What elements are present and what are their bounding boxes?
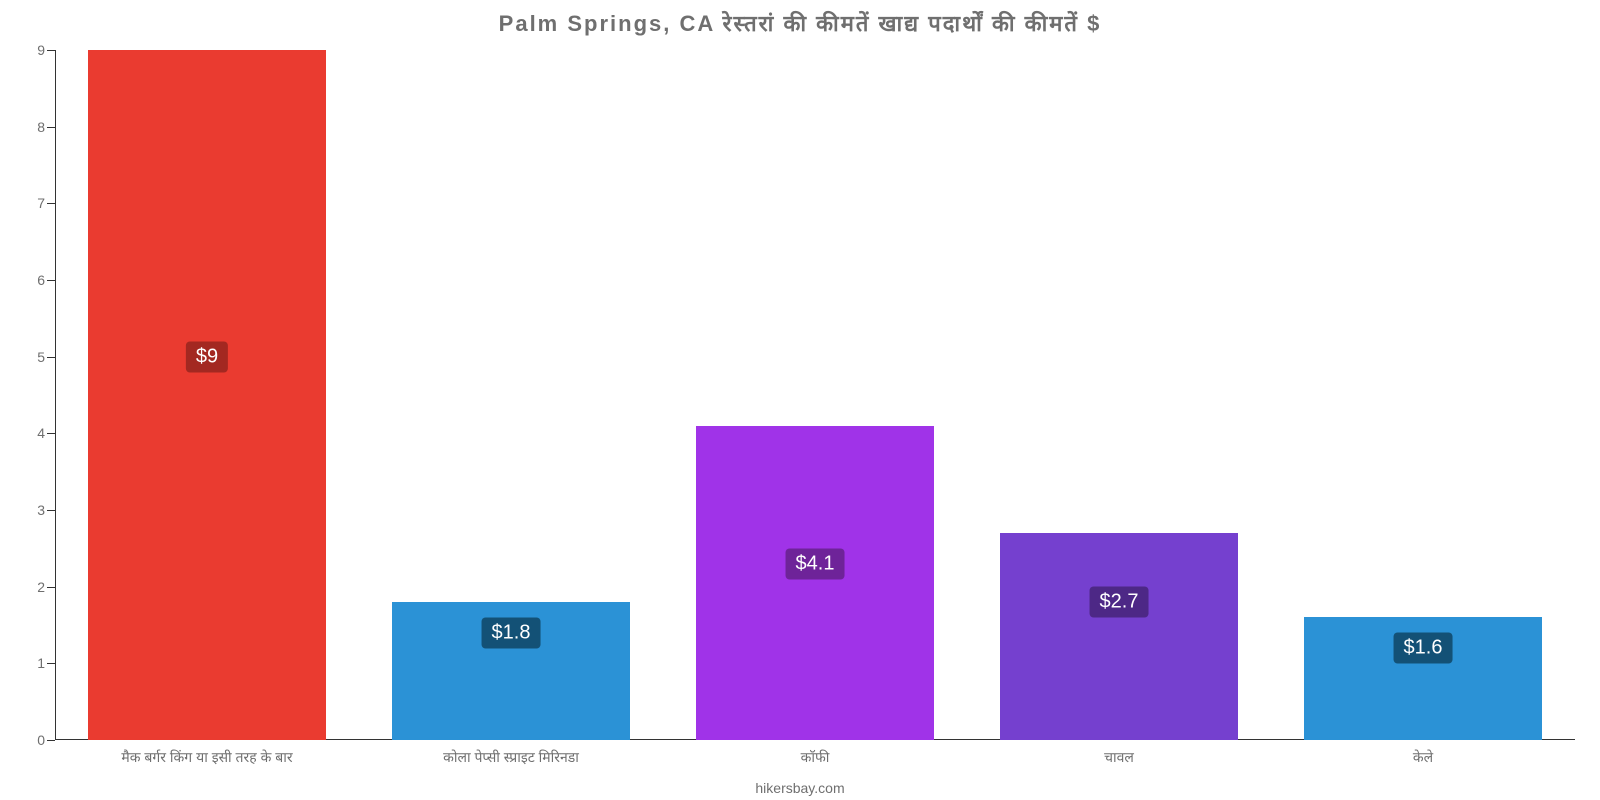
y-tick (47, 127, 55, 128)
bar-value-label: $2.7 (1090, 587, 1149, 618)
y-tick (47, 510, 55, 511)
y-tick-label: 4 (15, 425, 45, 441)
y-tick-label: 1 (15, 655, 45, 671)
category-label: कॉफी (801, 748, 830, 767)
category-label: चावल (1104, 748, 1134, 767)
y-tick (47, 663, 55, 664)
y-tick-label: 2 (15, 579, 45, 595)
y-tick-label: 8 (15, 119, 45, 135)
y-tick (47, 203, 55, 204)
bar (1000, 533, 1237, 740)
bar-value-label: $9 (186, 341, 228, 372)
y-tick (47, 433, 55, 434)
bar-value-label: $1.8 (482, 617, 541, 648)
y-tick (47, 357, 55, 358)
category-label: कोला पेप्सी स्प्राइट मिरिनडा (443, 748, 579, 767)
chart-title: Palm Springs, CA रेस्तरां की कीमतें खाद्… (0, 8, 1600, 38)
bar-value-label: $4.1 (786, 548, 845, 579)
plot-area: 0123456789$9मैक बर्गर किंग या इसी तरह के… (55, 50, 1575, 740)
y-tick (47, 740, 55, 741)
category-label: मैक बर्गर किंग या इसी तरह के बार (121, 748, 292, 767)
y-tick-label: 9 (15, 42, 45, 58)
y-tick (47, 280, 55, 281)
y-axis-line (55, 50, 56, 740)
y-tick-label: 0 (15, 732, 45, 748)
chart-container: Palm Springs, CA रेस्तरां की कीमतें खाद्… (0, 0, 1600, 800)
bar (88, 50, 325, 740)
y-tick-label: 6 (15, 272, 45, 288)
y-tick (47, 50, 55, 51)
y-tick (47, 587, 55, 588)
y-tick-label: 7 (15, 195, 45, 211)
y-tick-label: 5 (15, 349, 45, 365)
y-tick-label: 3 (15, 502, 45, 518)
category-label: केले (1413, 748, 1433, 767)
bar-value-label: $1.6 (1394, 633, 1453, 664)
bar (696, 426, 933, 740)
attribution: hikersbay.com (0, 780, 1600, 796)
